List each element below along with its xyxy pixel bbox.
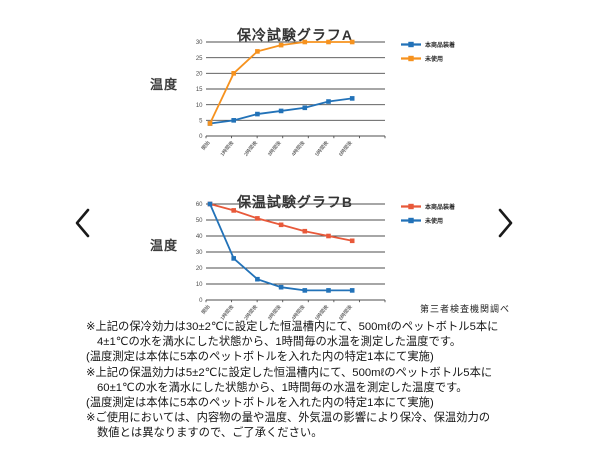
- footnote-line: 4±1℃の水を満水にした状態から、1時間毎の水温を測定した温度です。: [97, 336, 462, 349]
- legend-line-marker-icon: [401, 41, 421, 48]
- legend-label: 未使用: [425, 219, 444, 225]
- chart-b-legend: 本商品装着 未使用: [401, 201, 455, 229]
- svg-text:5: 5: [199, 118, 203, 124]
- svg-text:10: 10: [196, 282, 203, 288]
- legend-line-marker-icon: [401, 55, 421, 62]
- chart-a-y-axis-label: 温度: [150, 77, 179, 92]
- svg-text:3時間後: 3時間後: [266, 139, 282, 157]
- svg-text:50: 50: [196, 218, 203, 224]
- svg-text:2時間後: 2時間後: [243, 139, 259, 157]
- legend-label: 本商品装着: [425, 205, 456, 211]
- footnote-line: ※上記の保温効力は5±2℃に設定した恒温槽内にて、500mℓのペットボトル5本に: [86, 366, 493, 379]
- chart-a-plot: 0 5 10 15 20 25 30 開始 1時間後 2時間後 3時間後 4時間後 5時間後 6時間後: [196, 39, 386, 158]
- svg-text:開始: 開始: [200, 303, 212, 315]
- chart-a-title: 保冷試験グラフA: [236, 26, 354, 43]
- svg-text:60: 60: [196, 202, 203, 208]
- svg-text:開始: 開始: [200, 139, 212, 151]
- legend-item: 未使用: [401, 215, 455, 226]
- footnote-line: (温度測定は本体に5本のペットボトルを入れた内の特定1本にて実施): [86, 397, 434, 410]
- footnote-line: ※上記の保冷効力は30±2℃に設定した恒温槽内にて、500mℓのペットボトル5本…: [86, 321, 499, 333]
- svg-text:4時間後: 4時間後: [290, 303, 306, 321]
- legend-label: 未使用: [425, 57, 444, 63]
- footnote-line: 数値とは異なりますので、ご了承ください。: [97, 427, 323, 440]
- svg-text:30: 30: [196, 40, 203, 46]
- carousel-prev-button[interactable]: [70, 205, 96, 241]
- footnote-line: (温度測定は本体に5本のペットボトルを入れた内の特定1本にて実施): [86, 351, 434, 364]
- chart-a-legend: 本商品装着 未使用: [401, 39, 455, 67]
- chevron-left-icon: [75, 208, 90, 238]
- legend-line-marker-icon: [401, 217, 421, 224]
- chart-b-y-axis-label: 温度: [150, 238, 179, 253]
- chevron-right-icon: [498, 208, 513, 238]
- legend-item: 本商品装着: [401, 39, 455, 50]
- carousel-next-button[interactable]: [492, 205, 518, 241]
- legend-item: 本商品装着: [401, 201, 455, 212]
- svg-text:15: 15: [196, 87, 203, 93]
- svg-text:20: 20: [196, 71, 203, 77]
- svg-text:40: 40: [196, 234, 203, 240]
- legend-line-marker-icon: [401, 203, 421, 210]
- svg-text:20: 20: [196, 266, 203, 272]
- svg-text:2時間後: 2時間後: [243, 303, 259, 321]
- legend-label: 本商品装着: [425, 43, 456, 49]
- svg-text:6時間後: 6時間後: [337, 139, 353, 157]
- footnotes: ※上記の保冷効力は30±2℃に設定した恒温槽内にて、500mℓのペットボトル5本…: [86, 320, 531, 442]
- svg-text:1時間後: 1時間後: [219, 303, 235, 321]
- svg-text:0: 0: [199, 134, 203, 140]
- svg-text:10: 10: [196, 103, 203, 109]
- svg-text:5時間後: 5時間後: [314, 139, 330, 157]
- chart-b-title: 保温試験グラフB: [236, 193, 354, 210]
- svg-text:3時間後: 3時間後: [266, 303, 282, 321]
- svg-text:25: 25: [196, 56, 203, 62]
- svg-text:1時間後: 1時間後: [219, 139, 235, 157]
- svg-text:30: 30: [196, 250, 203, 256]
- third-party-inspection-note: 第三者検査機関調べ: [419, 304, 510, 314]
- svg-text:4時間後: 4時間後: [290, 139, 306, 157]
- legend-item: 未使用: [401, 53, 455, 64]
- footnote-line: ※ご使用においては、内容物の量や温度、外気温の影響により保冷、保温効力の: [86, 412, 491, 425]
- svg-text:0: 0: [199, 298, 203, 304]
- footnote-line: 60±1℃の水を満水にした状態から、1時間毎の水温を測定した温度です。: [97, 381, 468, 394]
